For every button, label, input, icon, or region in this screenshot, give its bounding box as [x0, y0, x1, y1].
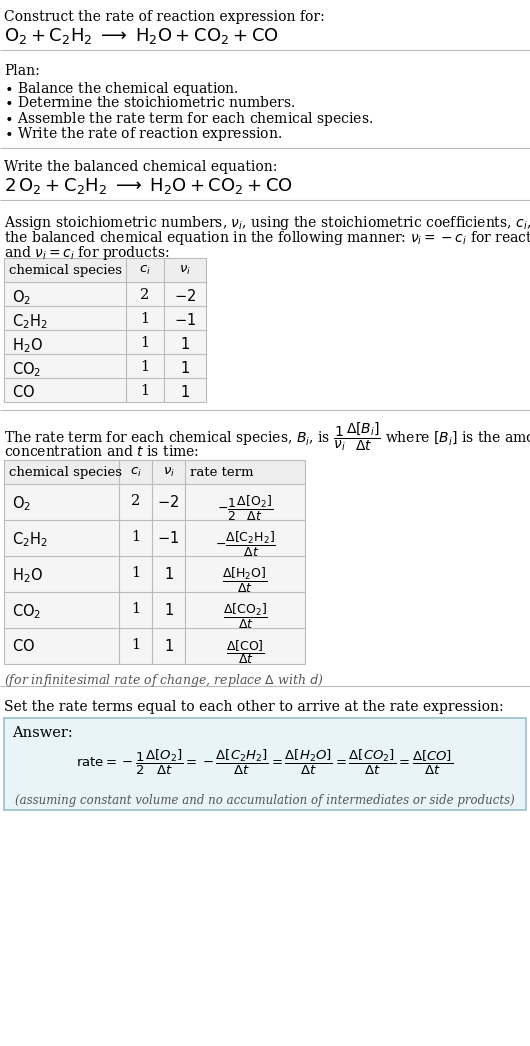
Text: 1: 1: [140, 360, 149, 374]
Text: $\mathrm{rate} = -\dfrac{1}{2}\dfrac{\Delta[O_2]}{\Delta t} = -\dfrac{\Delta[C_2: $\mathrm{rate} = -\dfrac{1}{2}\dfrac{\De…: [76, 748, 454, 777]
Text: The rate term for each chemical species, $B_i$, is $\dfrac{1}{\nu_i}\dfrac{\Delt: The rate term for each chemical species,…: [4, 420, 530, 453]
Text: $\nu_i$: $\nu_i$: [163, 467, 174, 479]
Text: $\mathrm{2\,O_2 + C_2H_2 \;\longrightarrow\; H_2O + CO_2 + CO}$: $\mathrm{2\,O_2 + C_2H_2 \;\longrightarr…: [4, 176, 293, 196]
Text: $\dfrac{\Delta[\mathrm{CO_2}]}{\Delta t}$: $\dfrac{\Delta[\mathrm{CO_2}]}{\Delta t}…: [223, 602, 268, 631]
Text: $\mathrm{H_2O}$: $\mathrm{H_2O}$: [12, 336, 43, 355]
Text: Answer:: Answer:: [12, 726, 73, 740]
Text: $-1$: $-1$: [174, 312, 196, 328]
Text: $\nu_i$: $\nu_i$: [179, 264, 191, 277]
Text: $\mathrm{CO}$: $\mathrm{CO}$: [12, 638, 35, 654]
Text: $1$: $1$: [180, 336, 190, 353]
Text: 1: 1: [140, 312, 149, 326]
Text: $-2$: $-2$: [174, 288, 196, 304]
Text: 1: 1: [131, 638, 140, 652]
Text: $1$: $1$: [164, 566, 173, 582]
Text: (for infinitesimal rate of change, replace $\Delta$ with $d$): (for infinitesimal rate of change, repla…: [4, 672, 323, 689]
Text: chemical species: chemical species: [9, 467, 122, 479]
Text: $\bullet$ Balance the chemical equation.: $\bullet$ Balance the chemical equation.: [4, 79, 238, 98]
Text: the balanced chemical equation in the following manner: $\nu_i = -c_i$ for react: the balanced chemical equation in the fo…: [4, 229, 530, 247]
Text: Assign stoichiometric numbers, $\nu_i$, using the stoichiometric coefficients, $: Assign stoichiometric numbers, $\nu_i$, …: [4, 214, 530, 232]
Text: $1$: $1$: [180, 360, 190, 376]
Text: 1: 1: [131, 602, 140, 616]
Text: $\mathrm{C_2H_2}$: $\mathrm{C_2H_2}$: [12, 312, 48, 331]
Text: $\dfrac{\Delta[\mathrm{CO}]}{\Delta t}$: $\dfrac{\Delta[\mathrm{CO}]}{\Delta t}$: [226, 638, 264, 666]
Text: Construct the rate of reaction expression for:: Construct the rate of reaction expressio…: [4, 10, 325, 24]
Text: (assuming constant volume and no accumulation of intermediates or side products): (assuming constant volume and no accumul…: [15, 794, 515, 808]
Text: concentration and $t$ is time:: concentration and $t$ is time:: [4, 444, 199, 459]
Text: 2: 2: [131, 494, 140, 508]
Text: $\mathrm{CO_2}$: $\mathrm{CO_2}$: [12, 360, 41, 379]
Text: $\mathrm{H_2O}$: $\mathrm{H_2O}$: [12, 566, 43, 585]
Text: $\mathrm{C_2H_2}$: $\mathrm{C_2H_2}$: [12, 530, 48, 549]
Text: $-\dfrac{1}{2}\dfrac{\Delta[\mathrm{O_2}]}{\Delta t}$: $-\dfrac{1}{2}\dfrac{\Delta[\mathrm{O_2}…: [217, 494, 273, 523]
Text: $1$: $1$: [164, 602, 173, 618]
Text: 2: 2: [140, 288, 149, 302]
Text: $c_i$: $c_i$: [130, 467, 142, 479]
Text: $\mathrm{CO}$: $\mathrm{CO}$: [12, 384, 35, 400]
Bar: [4, 258, 206, 282]
Bar: [4, 460, 305, 664]
Text: 1: 1: [140, 336, 149, 350]
Text: $-1$: $-1$: [157, 530, 180, 546]
Text: 1: 1: [131, 566, 140, 579]
Text: $\bullet$ Assemble the rate term for each chemical species.: $\bullet$ Assemble the rate term for eac…: [4, 110, 373, 128]
Text: $\bullet$ Determine the stoichiometric numbers.: $\bullet$ Determine the stoichiometric n…: [4, 95, 295, 110]
Text: Write the balanced chemical equation:: Write the balanced chemical equation:: [4, 160, 277, 174]
Text: Set the rate terms equal to each other to arrive at the rate expression:: Set the rate terms equal to each other t…: [4, 700, 504, 714]
Text: $1$: $1$: [164, 638, 173, 654]
Text: $1$: $1$: [180, 384, 190, 400]
Bar: [4, 258, 206, 402]
Text: $\mathrm{O_2 + C_2H_2 \;\longrightarrow\; H_2O + CO_2 + CO}$: $\mathrm{O_2 + C_2H_2 \;\longrightarrow\…: [4, 26, 279, 46]
Text: rate term: rate term: [190, 467, 253, 479]
Text: 1: 1: [131, 530, 140, 544]
Text: $-\dfrac{\Delta[\mathrm{C_2H_2}]}{\Delta t}$: $-\dfrac{\Delta[\mathrm{C_2H_2}]}{\Delta…: [215, 530, 276, 559]
Text: and $\nu_i = c_i$ for products:: and $\nu_i = c_i$ for products:: [4, 244, 170, 262]
Bar: [4, 460, 305, 484]
Text: chemical species: chemical species: [9, 264, 122, 277]
Text: $\mathrm{O_2}$: $\mathrm{O_2}$: [12, 288, 31, 306]
Text: $-2$: $-2$: [157, 494, 180, 510]
Text: $\dfrac{\Delta[\mathrm{H_2O}]}{\Delta t}$: $\dfrac{\Delta[\mathrm{H_2O}]}{\Delta t}…: [222, 566, 268, 595]
Text: $c_i$: $c_i$: [139, 264, 151, 277]
Text: $\bullet$ Write the rate of reaction expression.: $\bullet$ Write the rate of reaction exp…: [4, 126, 282, 143]
FancyBboxPatch shape: [4, 718, 526, 810]
Text: $\mathrm{O_2}$: $\mathrm{O_2}$: [12, 494, 31, 513]
Text: $\mathrm{CO_2}$: $\mathrm{CO_2}$: [12, 602, 41, 620]
Text: Plan:: Plan:: [4, 64, 40, 78]
Text: 1: 1: [140, 384, 149, 397]
